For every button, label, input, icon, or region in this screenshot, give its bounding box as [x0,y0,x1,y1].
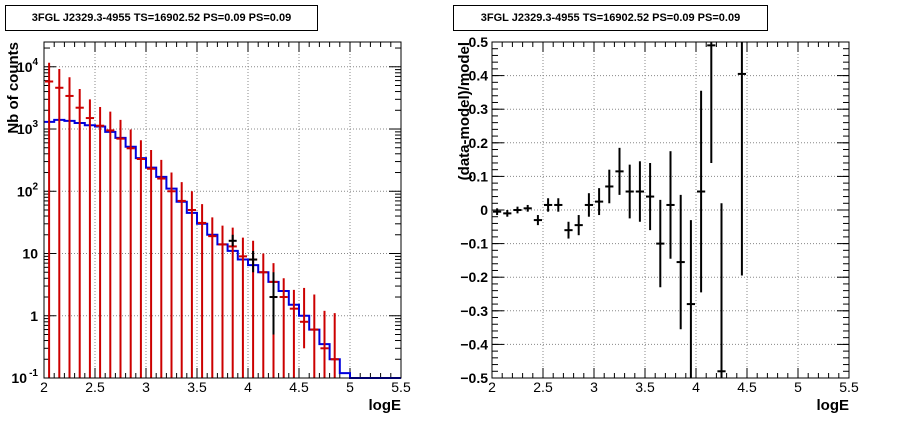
counts-x-tick-label: 2.5 [85,379,105,395]
residuals-y-tick-label: −0.5 [460,370,488,386]
counts-y-tick-exponent: 4 [32,57,38,68]
counts-y-axis-label: Nb of counts [5,42,22,134]
counts-y-tick-exponent: 3 [32,119,38,130]
residuals-y-axis-label: (data-model)/model [456,42,473,180]
counts-y-tick-exponent: 2 [32,181,38,192]
counts-x-tick-label: 5.5 [391,379,411,395]
residuals-x-axis-label: logE [817,397,850,414]
counts-y-tick-label: 10 [22,246,38,262]
residuals-y-tick-label: 0.1 [469,168,489,184]
residuals-panel-title: 3FGL J2329.3-4955 TS=16902.52 PS=0.09 PS… [453,5,768,31]
residuals-x-tick-label: 3 [590,379,598,395]
residuals-panel: 2 2.5 3 3.5 4 4.5 5 5.5 −0.5 −0.4 −0.3 −0.2 −0.1 0 0.1… [456,34,859,414]
counts-x-axis-label: logE [369,397,402,414]
counts-frame [43,41,402,379]
residuals-y-tick-label: 0.4 [469,68,489,84]
residuals-y-tick-label: 0.5 [469,34,489,50]
residuals-frame [491,41,850,379]
residuals-x-tick-label: 3.5 [635,379,655,395]
counts-y-tick-label: 1 [30,308,38,324]
residuals-y-tick-label: 0 [480,202,488,218]
residuals-x-tick-label: 5 [794,379,802,395]
counts-y-tick-label: 10 [11,370,27,386]
counts-y-tick-label: 10 [17,183,33,199]
counts-panel-title: 3FGL J2329.3-4955 TS=16902.52 PS=0.09 PS… [5,5,318,31]
counts-x-tick-label: 2 [40,379,48,395]
counts-x-tick-label: 4 [244,379,252,395]
counts-x-tick-label: 3 [142,379,150,395]
residuals-x-tick-label: 4.5 [737,379,757,395]
counts-x-tick-label: 5 [346,379,354,395]
residuals-y-tick-label: −0.3 [460,303,488,319]
residuals-y-tick-label: −0.1 [460,236,488,252]
counts-x-tick-label: 3.5 [187,379,207,395]
residuals-x-tick-label: 2 [488,379,496,395]
residuals-y-tick-label: −0.4 [460,336,488,352]
residuals-y-tick-label: 0.3 [469,101,489,117]
residuals-y-tick-label: −0.2 [460,269,488,285]
counts-y-tick-label: 10 [17,59,33,75]
counts-x-tick-label: 4.5 [289,379,309,395]
residuals-y-tick-label: 0.2 [469,135,489,151]
counts-y-tick-exponent: -1 [29,368,38,379]
residuals-x-tick-label: 2.5 [533,379,553,395]
counts-y-tick-label: 10 [17,121,33,137]
residuals-x-tick-label: 5.5 [839,379,859,395]
residuals-x-tick-label: 4 [692,379,700,395]
